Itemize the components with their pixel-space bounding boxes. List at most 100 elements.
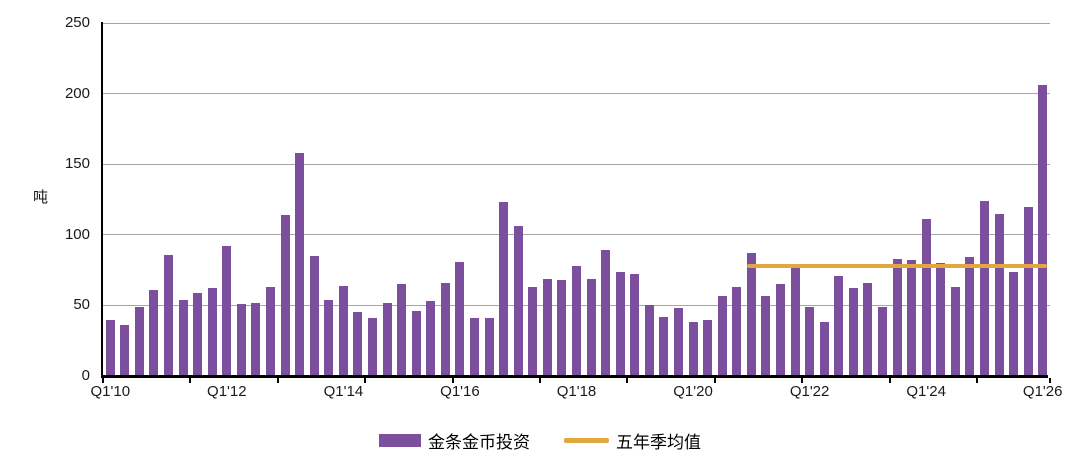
bar-Q2'19 bbox=[644, 305, 654, 376]
bar-Q3'24 bbox=[950, 287, 960, 376]
bar-Q1'15 bbox=[397, 284, 407, 376]
bar-Q1'13 bbox=[280, 215, 290, 376]
x-tick-mark bbox=[801, 378, 804, 383]
x-tick-label-Q1'26: Q1'26 bbox=[1022, 383, 1063, 400]
y-tick-label-100: 100 bbox=[64, 225, 90, 243]
x-tick-label-Q1'16: Q1'16 bbox=[440, 383, 480, 400]
bar-Q4'14 bbox=[382, 302, 392, 376]
bar-Q3'22 bbox=[834, 275, 844, 376]
x-tick-mark bbox=[189, 378, 192, 383]
bar-Q2'14 bbox=[353, 312, 363, 376]
bar-Q2'13 bbox=[295, 152, 305, 376]
bar-series-swatch bbox=[379, 434, 421, 447]
bar-Q2'15 bbox=[411, 311, 421, 376]
avg-line-label: 五年季均值 bbox=[616, 433, 701, 452]
bar-Q4'16 bbox=[499, 202, 509, 376]
bar-Q4'12 bbox=[266, 287, 276, 376]
bar-Q3'10 bbox=[134, 306, 144, 376]
bar-Q2'24 bbox=[936, 263, 946, 376]
gridline-100 bbox=[103, 234, 1050, 236]
bar-Q3'21 bbox=[775, 284, 785, 376]
bar-Q2'23 bbox=[877, 306, 887, 376]
y-tick-label-150: 150 bbox=[64, 155, 90, 173]
bar-Q4'11 bbox=[207, 288, 217, 376]
x-tick-mark bbox=[102, 378, 104, 383]
x-tick-label-Q1'12: Q1'12 bbox=[207, 383, 247, 400]
bar-Q4'22 bbox=[848, 288, 858, 376]
x-tick-label-Q1'10: Q1'10 bbox=[90, 383, 131, 400]
bar-Q3'19 bbox=[659, 316, 669, 376]
bar-Q4'24 bbox=[965, 257, 975, 376]
bar-Q4'13 bbox=[324, 299, 334, 376]
bar-Q3'16 bbox=[484, 318, 494, 376]
bar-Q3'14 bbox=[368, 318, 378, 376]
avg-line-swatch bbox=[564, 438, 609, 443]
gridline-200 bbox=[103, 93, 1050, 95]
x-tick-mark bbox=[451, 378, 454, 383]
bar-Q3'13 bbox=[309, 255, 319, 376]
gridline-250 bbox=[103, 22, 1050, 24]
x-tick-mark bbox=[276, 378, 279, 383]
bar-Q1'25 bbox=[979, 200, 989, 376]
x-tick-mark bbox=[976, 378, 979, 383]
bar-Q3'23 bbox=[892, 258, 902, 376]
bar-Q3'20 bbox=[717, 295, 727, 376]
bar-Q1'11 bbox=[164, 254, 174, 376]
five-year-average-line bbox=[746, 263, 1048, 268]
bar-Q1'18 bbox=[572, 265, 581, 376]
x-tick-label-Q1'20: Q1'20 bbox=[673, 383, 713, 400]
bar-Q3'12 bbox=[251, 302, 261, 376]
x-tick-label-Q1'24: Q1'24 bbox=[906, 383, 946, 400]
bar-Q2'11 bbox=[178, 299, 188, 376]
y-axis-line bbox=[101, 22, 103, 378]
x-tick-mark bbox=[539, 378, 542, 383]
bar-series-label: 金条金币投资 bbox=[428, 433, 530, 452]
bar-Q2'10 bbox=[120, 325, 130, 376]
bar-Q3'11 bbox=[193, 292, 203, 376]
y-axis-title: 吨 bbox=[33, 189, 49, 206]
bar-Q2'21 bbox=[761, 295, 771, 376]
bar-Q4'18 bbox=[615, 271, 625, 376]
bar-Q4'23 bbox=[907, 260, 917, 376]
bar-Q1'16 bbox=[455, 261, 465, 376]
x-tick-mark bbox=[626, 378, 629, 383]
x-tick-label-Q1'18: Q1'18 bbox=[556, 383, 597, 400]
x-tick-mark bbox=[713, 378, 716, 383]
bar-Q1'22 bbox=[805, 306, 815, 376]
bar-Q3'17 bbox=[542, 278, 552, 376]
y-tick-label-0: 0 bbox=[81, 367, 90, 384]
bar-Q2'18 bbox=[586, 278, 596, 376]
bar-Q1'20 bbox=[688, 322, 698, 376]
bar-Q4'17 bbox=[557, 279, 567, 376]
bar-Q1'17 bbox=[513, 226, 523, 376]
bar-Q2'20 bbox=[703, 319, 713, 376]
bar-Q2'16 bbox=[470, 318, 479, 376]
x-tick-mark bbox=[364, 378, 367, 383]
x-tick-mark bbox=[888, 378, 891, 383]
y-tick-label-250: 250 bbox=[64, 14, 90, 31]
x-tick-label-Q1'14: Q1'14 bbox=[323, 383, 364, 400]
legend-item-bars: 金条金币投资 bbox=[379, 428, 530, 453]
bar-Q2'12 bbox=[236, 304, 246, 376]
bar-Q1'26 bbox=[1038, 85, 1048, 376]
plot-area bbox=[103, 22, 1050, 376]
bar-Q1'14 bbox=[338, 285, 348, 376]
bar-Q4'21 bbox=[790, 265, 800, 376]
legend: 金条金币投资 五年季均值 bbox=[0, 428, 1080, 453]
bar-Q1'10 bbox=[105, 319, 115, 376]
x-axis-line bbox=[101, 375, 1048, 378]
bar-Q1'21 bbox=[746, 253, 756, 376]
bar-Q3'25 bbox=[1009, 271, 1019, 376]
bar-Q2'17 bbox=[528, 287, 538, 376]
bar-Q2'22 bbox=[819, 322, 829, 376]
bar-Q4'20 bbox=[732, 287, 742, 376]
bar-Q2'25 bbox=[994, 213, 1004, 376]
bar-Q4'10 bbox=[149, 289, 159, 376]
bar-Q3'15 bbox=[426, 301, 436, 376]
bar-Q4'15 bbox=[440, 282, 450, 376]
bar-Q1'24 bbox=[921, 219, 931, 376]
y-tick-label-50: 50 bbox=[73, 296, 90, 314]
bar-Q4'25 bbox=[1023, 206, 1033, 376]
y-tick-label-200: 200 bbox=[64, 84, 90, 102]
